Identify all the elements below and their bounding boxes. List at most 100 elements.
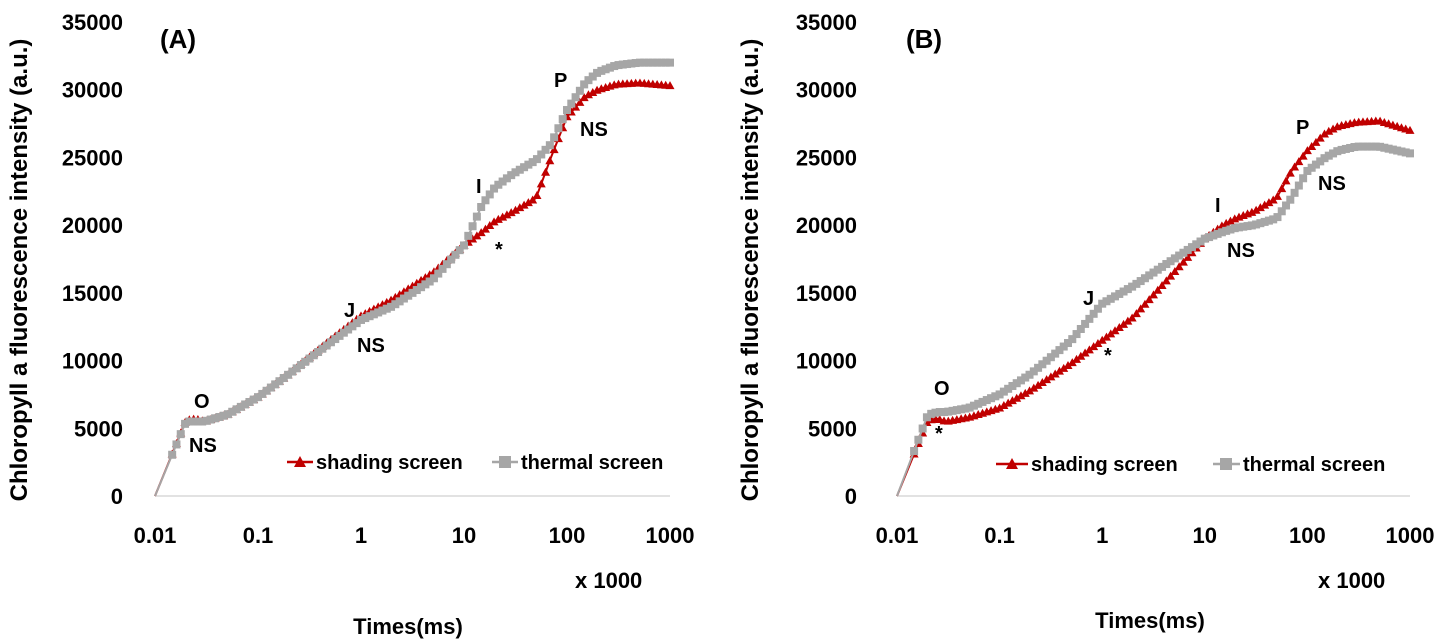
series-group-b (896, 116, 1415, 497)
data-point-thermal (331, 335, 340, 344)
data-point-thermal (520, 163, 529, 172)
data-point-thermal (631, 59, 640, 68)
data-point-thermal (232, 405, 241, 414)
data-point-thermal (1264, 216, 1273, 225)
data-point-thermal (1406, 149, 1414, 158)
data-point-shading (1080, 348, 1090, 357)
legend-label-thermal-a: thermal screen (521, 452, 663, 474)
data-point-thermal (1294, 181, 1303, 190)
data-point-shading (579, 93, 589, 102)
data-point-thermal (537, 150, 546, 159)
data-point-thermal (1008, 381, 1017, 390)
legend-marker-thermal-a (499, 456, 511, 468)
data-point-shading (1264, 198, 1274, 207)
data-point-thermal (399, 294, 408, 303)
data-point-thermal (978, 397, 987, 406)
data-point-thermal (378, 306, 387, 315)
x-tick-label: 0.1 (243, 523, 274, 548)
legend-label-shading-a: shading screen (316, 452, 463, 474)
data-point-thermal (387, 302, 396, 311)
data-point-thermal (1350, 143, 1359, 152)
data-point-thermal (339, 328, 348, 337)
data-point-thermal (1085, 314, 1094, 323)
data-point-thermal (1072, 330, 1081, 339)
data-point-shading (528, 195, 538, 204)
data-point-thermal (1282, 201, 1291, 210)
x-axis-label-b: Times(ms) (1095, 608, 1205, 633)
data-point-thermal (296, 361, 305, 370)
data-point-shading (1183, 252, 1193, 261)
x-tick-label: 0.1 (984, 523, 1015, 548)
data-point-thermal (965, 403, 974, 412)
annotation-star-j-b: * (1104, 345, 1112, 367)
data-point-thermal (168, 450, 177, 459)
data-point-thermal (1128, 282, 1137, 291)
x-tick-label: 100 (1289, 523, 1326, 548)
annotation-p-a: P (554, 70, 567, 92)
data-point-thermal (185, 417, 194, 426)
data-point-thermal (666, 58, 674, 67)
data-point-thermal (601, 65, 610, 74)
data-point-shading (1166, 271, 1176, 280)
data-point-shading (1140, 299, 1150, 308)
data-point-shading (1076, 351, 1086, 360)
x-tick-label: 1 (1096, 523, 1108, 548)
data-point-shading (1272, 191, 1282, 200)
x-tick-labels-a: 0.01 0.1 1 10 100 1000 (134, 523, 695, 548)
data-point-thermal (1140, 274, 1149, 283)
data-point-thermal (1213, 229, 1222, 238)
data-point-shading (1003, 398, 1013, 407)
data-point-thermal (352, 319, 361, 328)
data-point-thermal (1175, 251, 1184, 260)
data-point-thermal (1269, 215, 1278, 224)
data-point-shading (1059, 363, 1069, 372)
data-point-thermal (987, 394, 996, 403)
data-point-shading (1067, 358, 1077, 367)
legend-marker-thermal-b (1220, 458, 1232, 470)
data-point-thermal (1145, 271, 1154, 280)
data-point-thermal (1192, 240, 1201, 249)
data-point-thermal (1384, 144, 1393, 153)
data-point-thermal (1034, 363, 1043, 372)
data-point-shading (1050, 369, 1060, 378)
data-point-thermal (1098, 299, 1107, 308)
data-point-thermal (292, 364, 301, 373)
x-tick-label: 1 (355, 523, 367, 548)
data-point-thermal (417, 283, 426, 292)
data-point-shading (1221, 218, 1231, 227)
data-point-thermal (982, 396, 991, 405)
data-point-thermal (434, 269, 443, 278)
data-point-thermal (927, 409, 936, 418)
data-point-thermal (575, 86, 584, 95)
data-point-thermal (1102, 297, 1111, 306)
data-point-thermal (1346, 143, 1355, 152)
data-point-thermal (1307, 163, 1316, 172)
y-tick-label: 5000 (74, 416, 123, 441)
data-point-thermal (1136, 277, 1145, 286)
data-point-thermal (554, 124, 563, 133)
x-tick-label: 1000 (1386, 523, 1435, 548)
data-point-thermal (1076, 324, 1085, 333)
data-point-thermal (528, 158, 537, 167)
data-point-shading (1277, 184, 1287, 193)
data-point-thermal (1068, 335, 1077, 344)
x-tick-label: 1000 (646, 523, 695, 548)
data-point-shading (1311, 137, 1321, 146)
data-point-thermal (957, 405, 966, 414)
data-point-thermal (1299, 174, 1308, 183)
data-point-thermal (322, 341, 331, 350)
y-tick-label: 15000 (796, 281, 857, 306)
data-point-thermal (507, 171, 516, 180)
data-point-thermal (1243, 222, 1252, 231)
data-point-thermal (262, 386, 271, 395)
data-point-thermal (1093, 304, 1102, 313)
data-point-shading (480, 224, 490, 233)
data-point-shading (1131, 309, 1141, 318)
y-tick-label: 10000 (796, 349, 857, 374)
data-point-thermal (305, 354, 314, 363)
data-point-shading (1161, 276, 1171, 285)
x-tick-label: 10 (452, 523, 476, 548)
data-point-shading (1157, 281, 1167, 290)
data-point-shading (545, 156, 555, 165)
data-point-thermal (490, 184, 499, 193)
